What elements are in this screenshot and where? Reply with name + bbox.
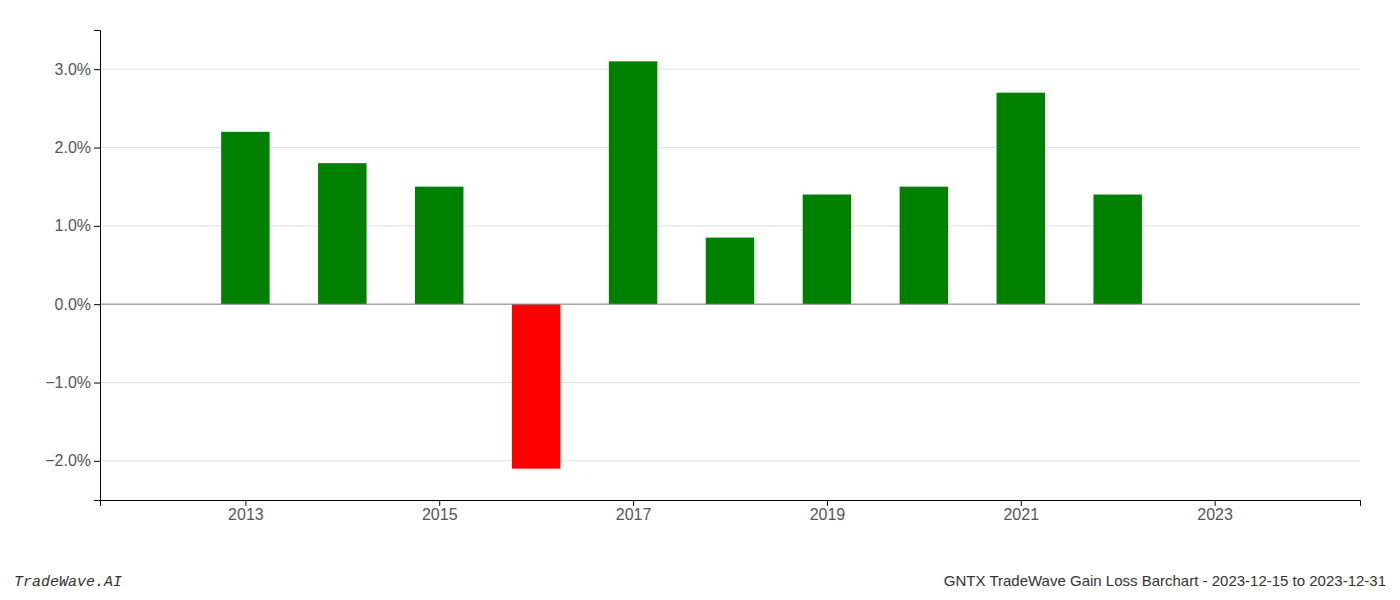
y-axis: −2.0% −1.0% 0.0% 1.0% 2.0% 3.0% — [45, 31, 100, 501]
x-tick: 2013 — [228, 500, 264, 523]
grid-line — [100, 225, 1360, 226]
y-tick: 3.0% — [55, 61, 100, 78]
bar — [1093, 195, 1141, 305]
grid-line — [100, 69, 1360, 70]
chart-svg: −2.0%−1.0%0.0%1.0%2.0%3.0%20132015201720… — [0, 0, 1400, 600]
y-tick-label: −2.0% — [45, 452, 91, 469]
x-tick-label: 2023 — [1197, 506, 1233, 523]
x-tick: 2015 — [422, 500, 458, 523]
bar — [221, 132, 269, 304]
x-tick-label: 2015 — [422, 506, 458, 523]
x-tick: 2017 — [616, 500, 652, 523]
chart-container: −2.0%−1.0%0.0%1.0%2.0%3.0%20132015201720… — [0, 0, 1400, 600]
grid-line — [100, 304, 1360, 305]
grid-line — [100, 147, 1360, 148]
bar — [609, 61, 657, 304]
x-tick-mark — [439, 500, 440, 506]
y-tick-mark — [94, 383, 100, 384]
y-tick-mark — [94, 304, 100, 305]
y-tick-label: −1.0% — [45, 374, 91, 391]
title: GNTX TradeWave Gain Loss Barchart - 2023… — [944, 572, 1386, 589]
bar — [706, 238, 754, 305]
y-tick-label: 1.0% — [55, 217, 91, 234]
bar — [803, 195, 851, 305]
y-tick-mark — [94, 226, 100, 227]
x-tick-label: 2013 — [228, 506, 264, 523]
bar — [512, 304, 560, 469]
x-tick: 2021 — [1003, 500, 1039, 523]
y-axis-line — [94, 31, 101, 501]
y-tick-label: 0.0% — [55, 296, 91, 313]
grid — [100, 69, 1360, 461]
grid-line — [100, 382, 1360, 383]
x-tick: 2019 — [810, 500, 846, 523]
bar — [318, 163, 366, 304]
y-tick-mark — [94, 461, 100, 462]
x-axis: 2013 2015 2017 2019 2021 2023 — [101, 500, 1361, 523]
y-tick: −1.0% — [45, 374, 100, 391]
x-tick-label: 2017 — [616, 506, 652, 523]
x-tick-label: 2021 — [1003, 506, 1039, 523]
zero-line — [100, 304, 1360, 305]
grid-line — [100, 460, 1360, 461]
footer-annotation: TradeWave.AI — [14, 574, 122, 591]
x-tick-mark — [827, 500, 828, 506]
x-axis-line — [101, 501, 1361, 507]
y-tick: −2.0% — [45, 452, 100, 469]
y-tick: 1.0% — [55, 217, 100, 234]
x-tick-mark — [1021, 500, 1022, 506]
x-tick-mark — [1215, 500, 1216, 506]
bar — [900, 187, 948, 305]
y-tick: 2.0% — [55, 139, 100, 156]
y-tick-mark — [94, 69, 100, 70]
bar — [415, 187, 463, 305]
x-tick: 2023 — [1197, 500, 1233, 523]
x-tick-mark — [633, 500, 634, 506]
y-tick-label: 2.0% — [55, 139, 91, 156]
y-tick: 0.0% — [55, 296, 100, 313]
bar — [997, 93, 1045, 305]
plot-area — [221, 61, 1142, 468]
y-tick-label: 3.0% — [55, 61, 91, 78]
x-tick-mark — [245, 500, 246, 506]
x-tick-label: 2019 — [810, 506, 846, 523]
y-tick-mark — [94, 148, 100, 149]
